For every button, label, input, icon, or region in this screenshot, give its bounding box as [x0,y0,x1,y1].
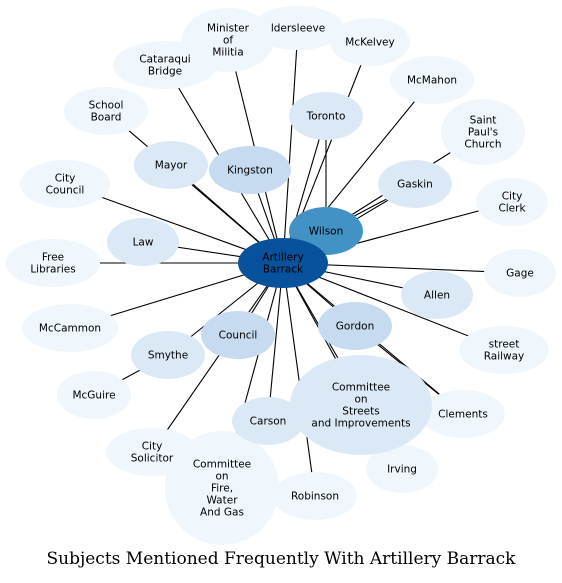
node-free-libraries: Free Libraries [6,239,100,287]
node-robinson: Robinson [273,472,357,520]
node-shape-committee-streets [290,355,432,455]
node-label-school-board: School Board [89,100,124,124]
node-label-mcmahon: McMahon [407,75,457,87]
node-label-saint-pauls-church: Saint Paul's Church [464,115,501,151]
node-shape-gordon [318,302,392,350]
node-label-mccammon: McCammon [39,323,101,335]
node-label-mayor: Mayor [155,160,188,172]
diagram-title: Subjects Mentioned Frequently With Artil… [46,549,516,569]
node-committee-fire: Committee on Fire, Water And Gas [165,431,279,545]
node-label-irving: Irving [387,464,417,476]
node-shape-mccammon [22,304,118,352]
node-mckelvey: McKelvey [330,18,410,66]
node-toronto: Toronto [289,92,363,140]
node-shape-kingston [209,146,291,194]
node-mayor: Mayor [134,141,208,189]
node-shape-free-libraries [6,239,100,287]
node-label-kingston: Kingston [227,165,273,177]
node-shape-committee-fire [165,431,279,545]
node-shape-carson [232,397,304,445]
node-label-committee-fire: Committee on Fire, Water And Gas [193,459,251,519]
node-shape-council [201,311,275,359]
node-shape-irving [366,445,438,493]
node-label-caldersleeve: ldersleeve [271,23,325,35]
node-label-city-clerk: City Clerk [498,191,526,215]
node-label-wilson: Wilson [309,226,344,238]
node-label-city-solicitor: City Solicitor [131,441,174,465]
node-label-artillery-barrack: Artillery Barrack [262,252,304,276]
node-label-gaskin: Gaskin [397,179,433,191]
node-shape-smythe [131,331,205,379]
node-label-toronto: Toronto [306,111,346,123]
node-shape-mcguire [57,371,131,419]
node-council: Council [201,311,275,359]
node-shape-gaskin [378,160,452,208]
node-allen: Allen [401,271,473,319]
node-label-carson: Carson [250,416,287,428]
node-shape-robinson [273,472,357,520]
node-layer: Minister of Militia ldersleeve McKelvey Catar… [6,6,556,545]
node-label-minister-of-militia: Minister of Militia [207,23,250,59]
node-shape-street-railway [459,326,549,374]
node-shape-school-board [64,87,148,135]
node-law: Law [107,218,179,266]
node-label-allen: Allen [424,290,450,302]
edge-artillery-barrack-robinson [282,262,316,497]
node-school-board: School Board [64,87,148,135]
node-gaskin: Gaskin [378,160,452,208]
node-shape-law [107,218,179,266]
node-shape-cataraqui-bridge [113,41,217,89]
node-label-smythe: Smythe [148,350,188,362]
node-mcmahon: McMahon [390,56,474,104]
node-label-robinson: Robinson [291,491,339,503]
node-label-clements: Clements [438,409,488,421]
node-label-cataraqui-bridge: Cataraqui Bridge [139,54,190,78]
node-shape-mayor [134,141,208,189]
node-shape-caldersleeve [252,6,344,50]
node-label-city-council: City Council [46,173,85,197]
node-smythe: Smythe [131,331,205,379]
node-clements: Clements [421,390,505,438]
node-saint-pauls-church: Saint Paul's Church [441,99,525,165]
node-label-gordon: Gordon [336,321,374,333]
node-committee-streets: Committee on Streets and Improvements [290,355,432,455]
node-label-free-libraries: Free Libraries [30,252,75,276]
node-label-committee-streets: Committee on Streets and Improvements [311,382,410,430]
node-shape-mcmahon [390,56,474,104]
node-label-mcguire: McGuire [72,390,115,402]
edge-artillery-barrack-street-railway [282,262,505,351]
node-shape-clements [421,390,505,438]
node-city-council: City Council [20,160,110,208]
edge-artillery-barrack-city-solicitor [151,262,284,453]
node-shape-toronto [289,92,363,140]
node-carson: Carson [232,397,304,445]
node-label-gage: Gage [506,268,534,280]
node-shape-mckelvey [330,18,410,66]
node-label-mckelvey: McKelvey [345,37,394,49]
node-shape-gage [484,249,556,297]
edge-artillery-barrack-caldersleeve [282,27,299,264]
node-cataraqui-bridge: Cataraqui Bridge [113,41,217,89]
node-shape-saint-pauls-church [441,99,525,165]
node-shape-city-council [20,160,110,208]
node-shape-artillery-barrack [238,238,328,288]
node-artillery-barrack: Artillery Barrack [238,238,328,288]
edge-artillery-barrack-carson [267,262,284,422]
node-shape-city-clerk [476,178,548,226]
node-gordon: Gordon [318,302,392,350]
node-mcguire: McGuire [57,371,131,419]
node-caldersleeve: ldersleeve [252,6,344,50]
node-irving: Irving [366,445,438,493]
node-kingston: Kingston [209,146,291,194]
node-label-street-railway: street Railway [484,339,525,363]
node-mccammon: McCammon [22,304,118,352]
node-label-council: Council [219,330,258,342]
node-gage: Gage [484,249,556,297]
node-shape-allen [401,271,473,319]
node-label-law: Law [133,237,154,249]
node-city-clerk: City Clerk [476,178,548,226]
node-street-railway: street Railway [459,326,549,374]
